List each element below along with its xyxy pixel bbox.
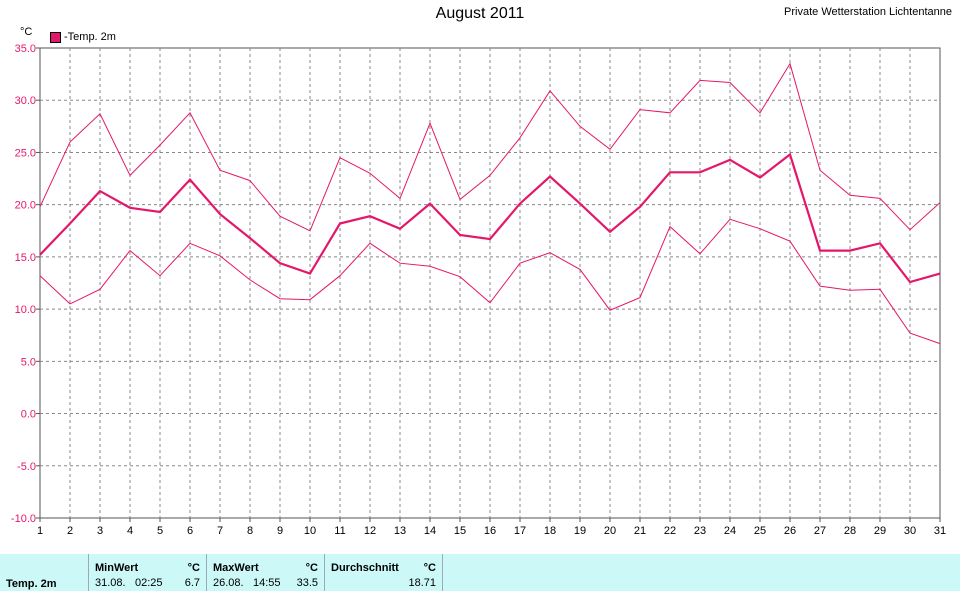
x-tick-label: 27 [814,525,826,537]
min-time: 02:25 [135,577,163,589]
stats-row-label: Temp. 2m [6,578,57,590]
min-date: 31.08. [95,577,126,589]
y-tick-label: -10.0 [11,513,36,525]
avg-value: 18.71 [408,577,436,589]
x-tick-label: 24 [724,525,736,537]
y-tick-label: 5.0 [21,356,36,368]
x-tick-label: 28 [844,525,856,537]
x-tick-label: 9 [277,525,283,537]
x-tick-label: 23 [694,525,706,537]
max-date: 26.08. [213,577,244,589]
x-tick-label: 2 [67,525,73,537]
x-tick-label: 22 [664,525,676,537]
legend: -Temp. 2m [50,31,116,43]
y-tick-label: 20.0 [15,200,36,212]
series-line-mean [39,152,941,284]
y-tick-label: 0.0 [21,409,36,421]
x-tick-label: 25 [754,525,766,537]
x-tick-label: 18 [544,525,556,537]
avg-unit: °C [423,562,436,574]
y-tick-label: -5.0 [17,461,36,473]
min-cell: MinWert °C 31.08. 02:25 6.7 [88,554,206,591]
legend-swatch [50,31,61,43]
temperature-chart: 35.030.025.020.015.010.05.00.0-5.0-10.01… [11,43,946,537]
x-tick-label: 4 [127,525,133,537]
x-tick-label: 13 [394,525,406,537]
series-line-min [39,218,941,345]
x-tick-label: 21 [634,525,646,537]
min-unit: °C [187,562,200,574]
x-tick-label: 11 [334,525,345,537]
x-tick-label: 8 [247,525,253,537]
x-tick-label: 19 [574,525,586,537]
max-time: 14:55 [253,577,281,589]
min-header: MinWert [95,562,139,574]
y-tick-label: 15.0 [15,252,36,264]
x-tick-label: 15 [454,525,466,537]
x-tick-label: 20 [604,525,616,537]
y-tick-label: 25.0 [15,147,36,159]
x-tick-label: 10 [304,525,316,537]
x-tick-label: 6 [187,525,193,537]
x-tick-label: 3 [97,525,103,537]
stats-panel: Temp. 2m MinWert °C 31.08. 02:25 6.7 Max… [0,554,960,591]
x-tick-label: 17 [514,525,526,537]
max-header: MaxWert [213,562,259,574]
max-cell: MaxWert °C 26.08. 14:55 33.5 [206,554,324,591]
x-tick-label: 31 [934,525,946,537]
chart-title: August 2011 [435,5,525,22]
x-tick-label: 12 [364,525,376,537]
max-unit: °C [305,562,318,574]
x-tick-label: 7 [217,525,223,537]
avg-header: Durchschnitt [331,562,399,574]
x-tick-label: 29 [874,525,886,537]
y-tick-label: 30.0 [15,95,36,107]
x-tick-label: 5 [157,525,163,537]
avg-cell: Durchschnitt °C 18.71 [324,554,443,591]
legend-label: -Temp. 2m [64,31,116,43]
max-value: 33.5 [296,577,318,589]
x-tick-label: 16 [484,525,496,537]
y-tick-label: 35.0 [15,43,36,55]
x-tick-label: 26 [784,525,796,537]
y-tick-label: 10.0 [15,304,36,316]
series-line-max [39,62,941,232]
station-name: Private Wetterstation Lichtentanne [784,6,952,18]
x-tick-label: 30 [904,525,916,537]
min-value: 6.7 [184,577,200,589]
y-axis-unit: °C [20,26,33,38]
x-tick-label: 1 [37,525,43,537]
x-tick-label: 14 [424,525,436,537]
